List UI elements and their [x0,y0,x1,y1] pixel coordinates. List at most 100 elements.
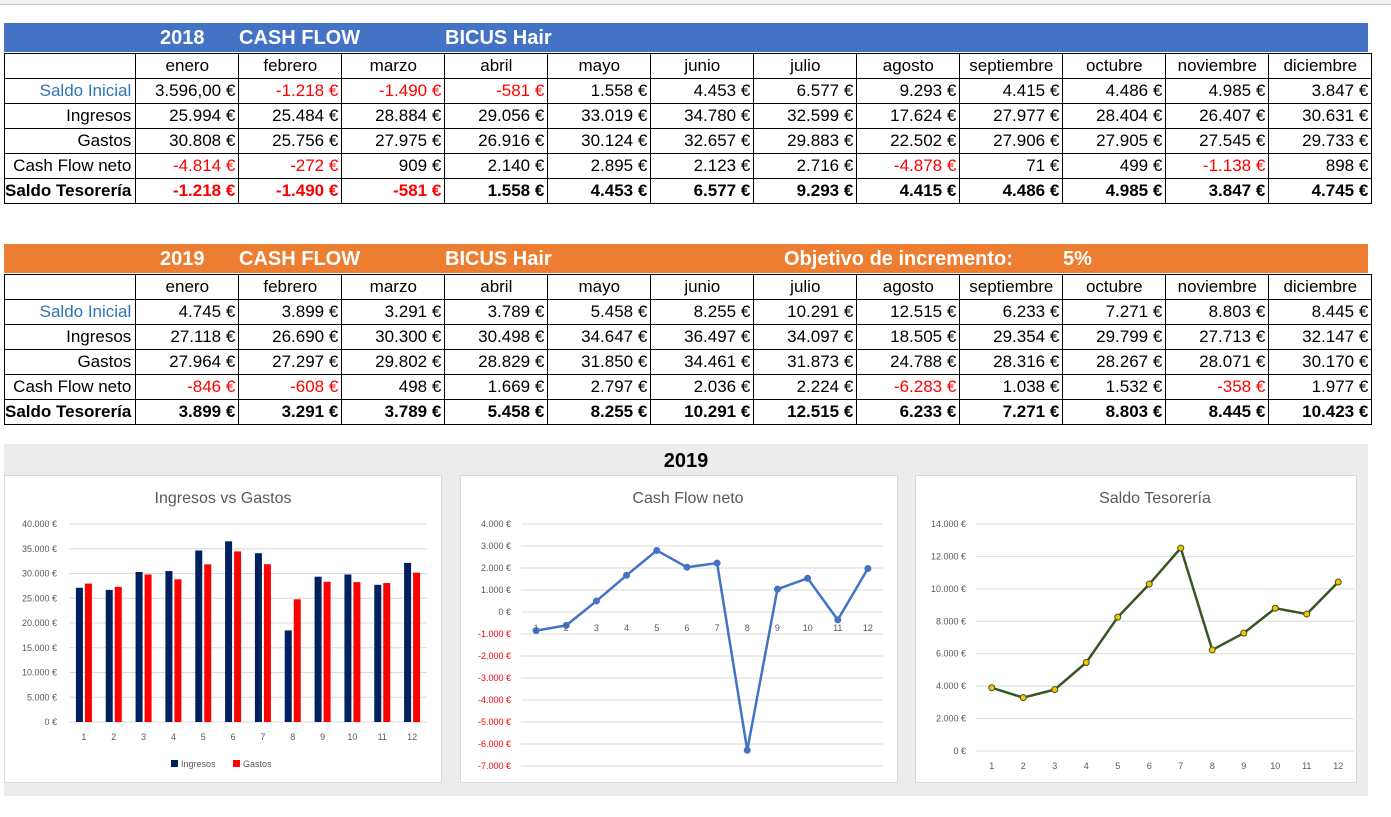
table-cell[interactable]: 499 € [1062,153,1167,179]
row-label[interactable]: Gastos [3,128,137,154]
table-cell[interactable]: 25.756 € [238,128,343,154]
table-cell[interactable]: 6.577 € [753,78,858,104]
table-cell[interactable]: 25.994 € [135,103,240,129]
table-cell[interactable]: 8.445 € [1165,399,1270,425]
table-cell[interactable]: 27.118 € [135,324,240,350]
table-cell[interactable]: 27.297 € [238,349,343,375]
table-cell[interactable]: 4.453 € [547,178,652,204]
table-cell[interactable]: 6.233 € [856,399,961,425]
month-header-enero[interactable]: enero [135,274,240,300]
table-cell[interactable]: 4.415 € [856,178,961,204]
month-header-septiembre[interactable]: septiembre [959,274,1064,300]
table-cell[interactable]: -1.138 € [1165,153,1270,179]
table-cell[interactable]: 3.899 € [238,299,343,325]
table-cell[interactable]: 32.147 € [1268,324,1373,350]
table-cell[interactable]: -1.218 € [238,78,343,104]
month-header-febrero[interactable]: febrero [238,274,343,300]
table-cell[interactable]: 25.484 € [238,103,343,129]
table-cell[interactable]: 2.797 € [547,374,652,400]
table-cell[interactable]: 26.690 € [238,324,343,350]
table-cell[interactable]: 71 € [959,153,1064,179]
table-cell[interactable]: 27.906 € [959,128,1064,154]
table-cell[interactable]: 909 € [341,153,446,179]
table-cell[interactable]: 9.293 € [856,78,961,104]
row-label[interactable]: Saldo Tesorería [3,399,137,425]
table-cell[interactable]: 22.502 € [856,128,961,154]
chart-cash-flow-neto[interactable]: Cash Flow neto -7.000 € -6.000 € -5.000 € -4… [460,475,898,783]
table-cell[interactable]: -1.490 € [238,178,343,204]
row-label[interactable]: Ingresos [3,103,137,129]
table-cell[interactable]: -581 € [444,78,549,104]
row-label[interactable]: Ingresos [3,324,137,350]
table-cell[interactable]: 10.291 € [753,299,858,325]
table-cell[interactable]: -6.283 € [856,374,961,400]
month-header-agosto[interactable]: agosto [856,53,961,79]
table-cell[interactable]: 26.916 € [444,128,549,154]
table-cell[interactable]: 1.669 € [444,374,549,400]
chart-ingresos-gastos[interactable]: Ingresos vs Gastos 0 € 5.000 € 10.000 € 15.0… [4,475,442,783]
table-cell[interactable]: 30.124 € [547,128,652,154]
month-header-noviembre[interactable]: noviembre [1165,274,1270,300]
month-header-octubre[interactable]: octubre [1062,274,1167,300]
table-cell[interactable]: 8.255 € [547,399,652,425]
table-cell[interactable]: 4.486 € [1062,78,1167,104]
table-cell[interactable]: 3.847 € [1268,78,1373,104]
table-cell[interactable]: 29.056 € [444,103,549,129]
table-cell[interactable]: 30.808 € [135,128,240,154]
table-cell[interactable]: 30.300 € [341,324,446,350]
table-cell[interactable]: -581 € [341,178,446,204]
table-cell[interactable]: 34.780 € [650,103,755,129]
table-cell[interactable]: 2.895 € [547,153,652,179]
month-header-mayo[interactable]: mayo [547,274,652,300]
table-cell[interactable]: 4.453 € [650,78,755,104]
month-header-abril[interactable]: abril [444,274,549,300]
table-cell[interactable]: 28.829 € [444,349,549,375]
table-cell[interactable]: 30.631 € [1268,103,1373,129]
table-cell[interactable]: 8.803 € [1165,299,1270,325]
table-cell[interactable]: 1.532 € [1062,374,1167,400]
table-cell[interactable]: 32.599 € [753,103,858,129]
table-cell[interactable]: 12.515 € [753,399,858,425]
table-cell[interactable]: 12.515 € [856,299,961,325]
table-cell[interactable]: 31.873 € [753,349,858,375]
table-cell[interactable]: 3.291 € [238,399,343,425]
month-header-julio[interactable]: julio [753,53,858,79]
table-cell[interactable]: 30.498 € [444,324,549,350]
table-cell[interactable]: 28.267 € [1062,349,1167,375]
table-cell[interactable]: 4.415 € [959,78,1064,104]
table-cell[interactable]: 27.545 € [1165,128,1270,154]
table-cell[interactable]: 28.316 € [959,349,1064,375]
table-cell[interactable]: 33.019 € [547,103,652,129]
table-cell[interactable]: 4.745 € [1268,178,1373,204]
table-cell[interactable]: 17.624 € [856,103,961,129]
table-cell[interactable]: 29.799 € [1062,324,1167,350]
table-cell[interactable]: 10.423 € [1268,399,1373,425]
table-cell[interactable]: 29.354 € [959,324,1064,350]
table-cell[interactable]: -1.218 € [135,178,240,204]
table-cell[interactable]: 27.713 € [1165,324,1270,350]
table-cell[interactable]: -846 € [135,374,240,400]
table-cell[interactable]: 1.038 € [959,374,1064,400]
table-cell[interactable]: 10.291 € [650,399,755,425]
table-cell[interactable]: 7.271 € [959,399,1064,425]
month-header-febrero[interactable]: febrero [238,53,343,79]
row-label[interactable]: Cash Flow neto [3,374,137,400]
table-cell[interactable]: 4.985 € [1165,78,1270,104]
table-cell[interactable]: 3.291 € [341,299,446,325]
table-cell[interactable]: 26.407 € [1165,103,1270,129]
table-cell[interactable]: -272 € [238,153,343,179]
table-cell[interactable]: 32.657 € [650,128,755,154]
table-cell[interactable]: -358 € [1165,374,1270,400]
table-cell[interactable]: 34.097 € [753,324,858,350]
table-cell[interactable]: 2.224 € [753,374,858,400]
chart-saldo-tesoreria[interactable]: Saldo Tesorería 0 € 2.000 € 4.000 € 6.000 € 8… [915,475,1357,783]
table-cell[interactable]: 898 € [1268,153,1373,179]
table-cell[interactable]: 4.985 € [1062,178,1167,204]
table-cell[interactable]: -4.814 € [135,153,240,179]
table-cell[interactable]: 24.788 € [856,349,961,375]
table-cell[interactable]: 7.271 € [1062,299,1167,325]
month-header-abril[interactable]: abril [444,53,549,79]
table-cell[interactable]: -4.878 € [856,153,961,179]
table-cell[interactable]: 3.789 € [341,399,446,425]
table-cell[interactable]: 6.233 € [959,299,1064,325]
